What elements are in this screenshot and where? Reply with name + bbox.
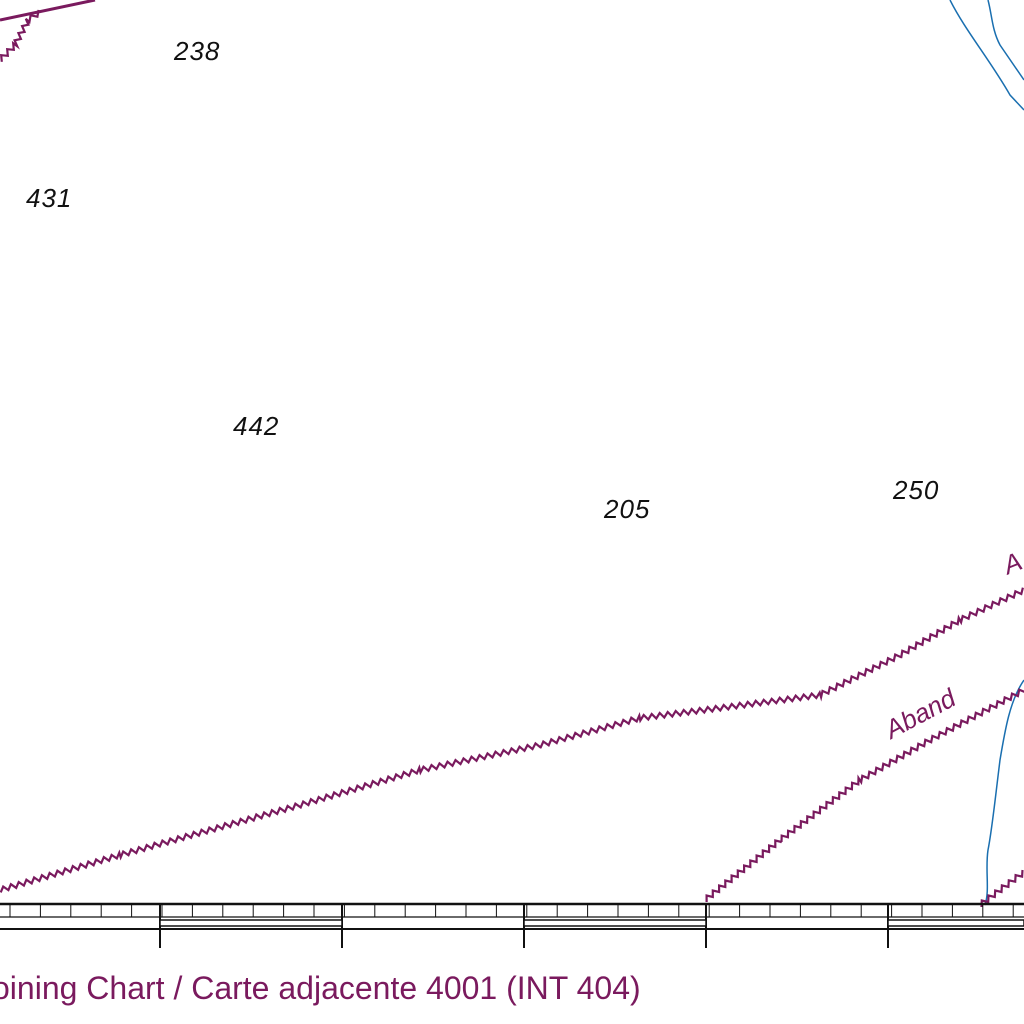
scale-bar-segment [523,919,707,927]
cable-top-left [0,9,40,62]
scale-bar-segment [887,919,1024,927]
scale-bar-segment [159,919,343,927]
cable-top-straight [0,0,96,22]
submarine-cables [0,0,1024,908]
adjoining-chart-link[interactable]: oining Chart / Carte adjacente 4001 (INT… [0,970,641,1006]
depth-sounding: 431 [26,183,73,213]
cable-right-bottom [980,869,1024,908]
depth-sounding: 238 [174,36,221,66]
depth-sounding: 250 [893,475,940,505]
depth-sounding: 442 [233,411,280,441]
depth-contour-bottom [984,679,1024,906]
cable-main [0,587,1024,893]
depth-sounding: 205 [604,494,651,524]
depth-contour-top-2 [987,0,1024,81]
cable-abandoned [705,688,1024,902]
latitude-scale-border [0,902,1024,948]
depth-contour-top-1 [949,0,1024,111]
